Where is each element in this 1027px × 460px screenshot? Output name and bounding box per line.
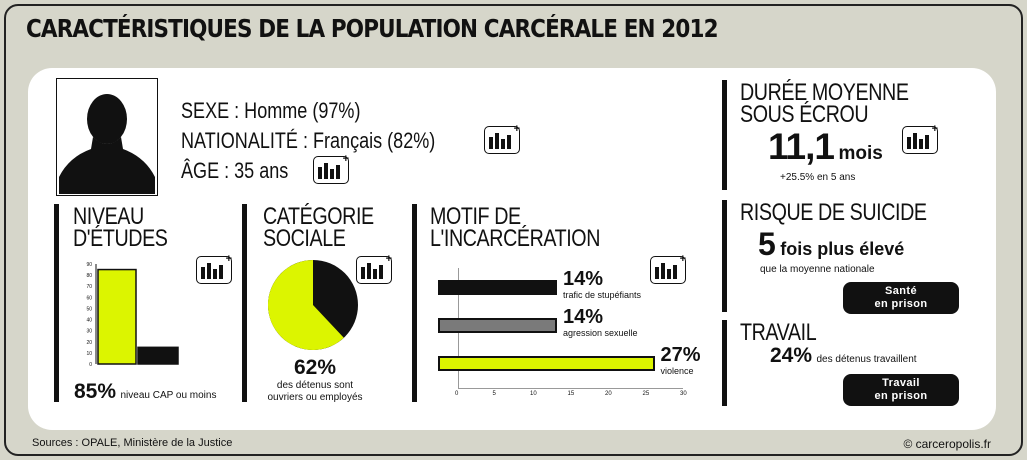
suicide-sub: que la moyenne nationale xyxy=(760,264,875,275)
etudes-title: NIVEAU D'ÉTUDES xyxy=(73,203,168,252)
motif-x-tick: 5 xyxy=(492,391,496,397)
section-divider xyxy=(54,204,59,402)
motif-bar xyxy=(438,318,557,333)
suicide-value: 5 xyxy=(758,226,776,262)
etudes-y-tick: 40 xyxy=(86,318,92,324)
motif-title-line2: L'INCARCÉRATION xyxy=(430,225,601,252)
motif-x-tick: 10 xyxy=(530,391,537,397)
duree-stat: 11,1 mois xyxy=(768,126,883,168)
motif-x-tick: 15 xyxy=(567,391,575,397)
categorie-stat-label-1: des détenus sont xyxy=(276,380,354,391)
etudes-y-tick: 90 xyxy=(86,262,92,268)
categorie-stat-label-2: ouvriers ou employés xyxy=(267,392,363,403)
suicide-stat: 5 fois plus élevé xyxy=(758,226,904,263)
etudes-y-tick: 10 xyxy=(86,351,92,357)
etudes-title-line2: D'ÉTUDES xyxy=(73,225,168,252)
etudes-y-tick: 30 xyxy=(86,329,92,335)
etudes-y-tick: 80 xyxy=(86,273,92,279)
categorie-stat-value: 62% xyxy=(293,356,337,379)
profile-nationalite: NATIONALITÉ : Français (82%) xyxy=(181,128,436,153)
duree-title-line1: DURÉE MOYENNE xyxy=(740,79,909,106)
travail-label: des détenus travaillent xyxy=(816,354,917,365)
motif-x-axis xyxy=(458,388,683,389)
section-divider xyxy=(242,204,247,402)
motif-title: MOTIF DE L'INCARCÉRATION xyxy=(430,203,601,252)
duree-title: DURÉE MOYENNE SOUS ÉCROU xyxy=(740,79,909,128)
etudes-stat-value: 85% xyxy=(74,380,117,403)
stats-motif-icon[interactable]: + xyxy=(650,254,686,284)
duree-value: 11,1 xyxy=(768,126,835,167)
stats-categorie-icon[interactable]: + xyxy=(356,254,392,284)
page-title: CARACTÉRISTIQUES DE LA POPULATION CARCÉR… xyxy=(26,14,719,43)
avatar xyxy=(56,78,158,196)
etudes-bar xyxy=(137,346,179,365)
travail-button-line1: Travail xyxy=(882,377,920,389)
section-divider xyxy=(722,80,727,190)
motif-title-line1: MOTIF DE xyxy=(430,203,521,230)
sante-button-line2: en prison xyxy=(874,298,928,310)
etudes-stat: 85% niveau CAP ou moins xyxy=(74,380,216,404)
stats-nationalite-icon[interactable]: + xyxy=(484,124,520,154)
etudes-stat-label: niveau CAP ou moins xyxy=(120,390,217,401)
profile-age: ÂGE : 35 ans xyxy=(181,158,289,183)
etudes-bar-chart: 90 80 70 60 50 40 30 20 10 0 xyxy=(86,262,179,368)
motif-bar-label: trafic de stupéfiants xyxy=(563,290,642,300)
etudes-y-tick: 0 xyxy=(89,362,92,368)
etudes-y-tick: 60 xyxy=(86,295,92,301)
travail-en-prison-button[interactable]: Travail en prison xyxy=(843,374,959,406)
motif-x-tick: 0 xyxy=(455,391,459,397)
motif-x-tick: 30 xyxy=(680,391,687,397)
motif-bar-label: agression sexuelle xyxy=(563,328,638,338)
motif-x-tick: 25 xyxy=(642,391,650,397)
duree-title-line2: SOUS ÉCROU xyxy=(740,101,869,128)
motif-bar-value: 27% xyxy=(660,344,701,366)
travail-stat: 24% des détenus travaillent xyxy=(770,344,917,368)
section-divider xyxy=(412,204,417,402)
suicide-title: RISQUE DE SUICIDE xyxy=(740,199,927,226)
travail-value: 24% xyxy=(770,344,813,367)
categorie-title-line1: CATÉGORIE xyxy=(263,203,374,230)
stats-etudes-icon[interactable]: + xyxy=(196,254,232,284)
person-silhouette-icon xyxy=(59,94,155,194)
etudes-y-tick: 50 xyxy=(86,306,92,312)
duree-change: +25.5% en 5 ans xyxy=(780,172,856,183)
pie-slice-ouvriers xyxy=(268,260,344,350)
motif-bar-chart: 0 5 10 15 20 25 30 14% trafic de stupéfiants 14% a… xyxy=(432,268,701,403)
etudes-y-tick: 70 xyxy=(86,284,92,290)
etudes-bar xyxy=(97,268,137,365)
sante-button-line1: Santé xyxy=(885,285,917,297)
travail-title: TRAVAIL xyxy=(740,319,817,346)
section-divider xyxy=(722,200,727,312)
motif-bar xyxy=(438,356,655,371)
sources: Sources : OPALE, Ministère de la Justice xyxy=(32,437,233,449)
motif-bar-value: 14% xyxy=(563,306,604,328)
motif-x-tick: 20 xyxy=(605,391,612,397)
categorie-title: CATÉGORIE SOCIALE xyxy=(263,203,374,252)
duree-unit: mois xyxy=(838,143,883,164)
etudes-y-tick: 20 xyxy=(86,340,92,346)
stats-age-icon[interactable]: + xyxy=(313,154,349,184)
motif-bar-value: 14% xyxy=(563,268,604,290)
stats-duree-icon[interactable]: + xyxy=(902,124,938,154)
categorie-stat: 62% des détenus sont ouvriers ou employé… xyxy=(260,356,370,404)
etudes-title-line1: NIVEAU xyxy=(73,203,144,230)
credit-link[interactable]: © carceropolis.fr xyxy=(903,437,991,451)
travail-button-line2: en prison xyxy=(874,390,928,402)
profile-sexe: SEXE : Homme (97%) xyxy=(181,98,361,123)
categorie-pie-chart xyxy=(268,260,358,350)
suicide-value-text: fois plus élevé xyxy=(780,239,905,259)
motif-bar-label: violence xyxy=(660,366,694,376)
main-panel: SEXE : Homme (97%) NATIONALITÉ : Françai… xyxy=(28,68,996,430)
sante-en-prison-button[interactable]: Santé en prison xyxy=(843,282,959,314)
categorie-title-line2: SOCIALE xyxy=(263,225,346,252)
motif-bar xyxy=(438,280,557,295)
section-divider xyxy=(722,320,727,406)
